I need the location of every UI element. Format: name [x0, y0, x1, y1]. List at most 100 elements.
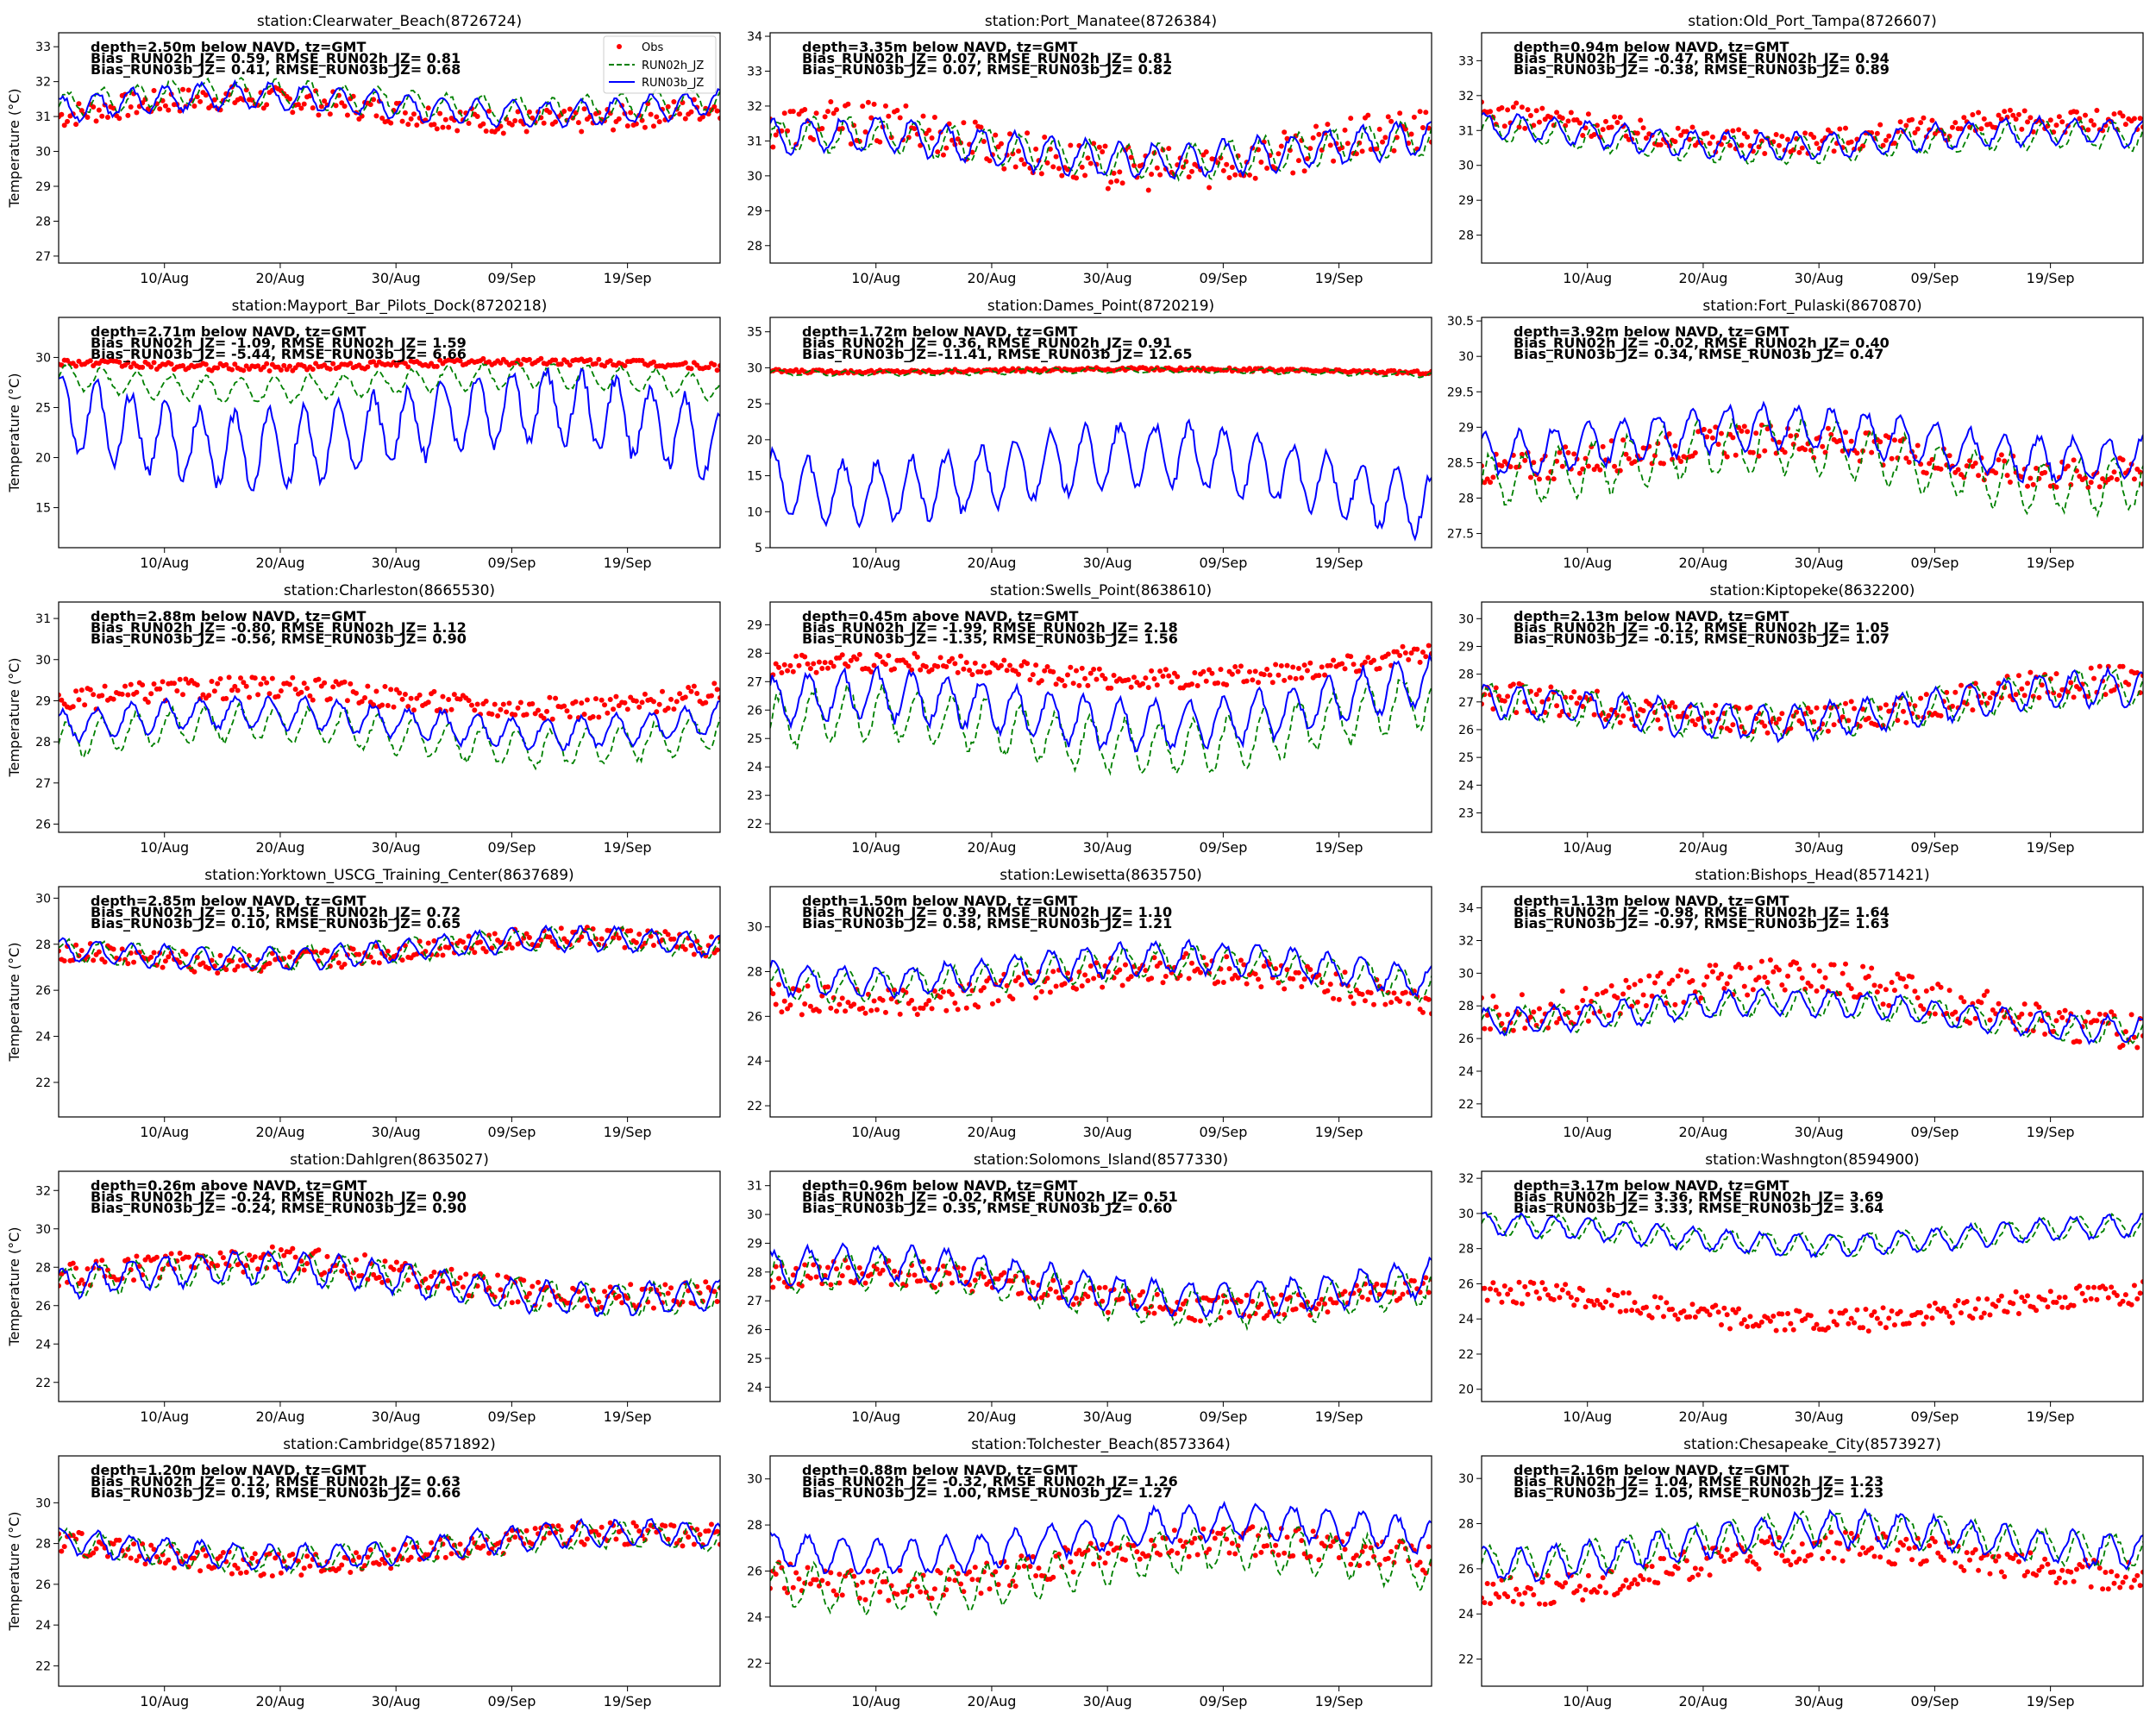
obs-point: [269, 675, 275, 681]
obs-point: [2091, 1284, 2097, 1290]
obs-point: [2036, 1567, 2042, 1573]
obs-point: [1258, 984, 1264, 990]
run02h-line: [59, 77, 720, 126]
obs-point: [1004, 982, 1010, 988]
obs-point: [1357, 1563, 1363, 1569]
obs-point: [1580, 1596, 1586, 1603]
obs-point: [411, 111, 417, 117]
subplot-title: station:Mayport_Bar_Pilots_Dock(8720218): [232, 298, 548, 315]
obs-point: [1189, 168, 1195, 174]
obs-point: [1388, 1548, 1395, 1554]
obs-point: [2062, 1007, 2068, 1013]
obs-point: [61, 1544, 67, 1550]
obs-point: [705, 365, 711, 371]
obs-point: [104, 115, 110, 121]
obs-point: [1563, 1580, 1569, 1586]
obs-point: [405, 704, 411, 710]
obs-point: [1958, 126, 1964, 132]
obs-point: [963, 1005, 969, 1011]
obs-point: [486, 108, 492, 114]
obs-point: [802, 1262, 808, 1268]
obs-point: [350, 1558, 356, 1564]
obs-point: [1269, 680, 1275, 686]
obs-point: [2114, 1573, 2120, 1579]
obs-point: [1420, 649, 1426, 656]
bias-run02h-annotation: Bias_RUN02h_JZ= 3.36, RMSE_RUN02h_JZ= 3.…: [1514, 1189, 1883, 1205]
x-tick-label: 09/Sep: [487, 1408, 536, 1425]
obs-point: [1938, 712, 1944, 718]
obs-point: [1519, 1601, 1525, 1607]
obs-point: [1235, 668, 1241, 674]
obs-point: [1952, 1560, 1959, 1566]
obs-point: [824, 665, 830, 671]
obs-point: [1068, 1559, 1074, 1565]
obs-point: [1284, 967, 1290, 973]
obs-point: [1689, 124, 1695, 130]
obs-point: [1527, 474, 1533, 480]
obs-point: [1488, 1601, 1494, 1607]
obs-point: [1006, 131, 1012, 137]
subplot-title: station:Yorktown_USCG_Training_Center(86…: [204, 867, 573, 884]
obs-point: [1134, 1549, 1140, 1555]
obs-point: [1730, 128, 1736, 134]
obs-point: [1580, 466, 1586, 472]
obs-point: [1788, 725, 1794, 731]
depth-annotation: depth=0.94m below NAVD, tz=GMT: [1514, 39, 1789, 55]
depth-annotation: depth=3.92m below NAVD, tz=GMT: [1514, 323, 1789, 340]
obs-point: [260, 1571, 266, 1578]
obs-point: [1273, 1542, 1279, 1548]
obs-point: [1745, 1558, 1751, 1564]
obs-point: [1664, 1000, 1670, 1007]
obs-point: [950, 1280, 956, 1286]
obs-point: [1374, 1281, 1380, 1287]
x-tick-label: 19/Sep: [1315, 1693, 1363, 1709]
obs-point: [1687, 136, 1693, 142]
obs-point: [824, 109, 830, 115]
run03b-line: [59, 78, 720, 129]
obs-point: [1258, 1549, 1264, 1555]
obs-point: [1501, 698, 1507, 704]
axes-frame: [769, 601, 1432, 833]
obs-point: [602, 702, 608, 708]
obs-point: [686, 1534, 692, 1540]
obs-point: [1068, 664, 1074, 670]
obs-point: [1505, 107, 1511, 113]
obs-point: [478, 939, 484, 945]
x-tick-label: 10/Aug: [1563, 1693, 1612, 1709]
obs-point: [1021, 1563, 1027, 1569]
obs-point: [1753, 430, 1759, 436]
obs-point: [2007, 107, 2013, 113]
obs-point: [1284, 1534, 1290, 1540]
obs-point: [2059, 1567, 2065, 1573]
obs-point: [538, 938, 544, 944]
obs-point: [950, 991, 956, 997]
obs-point: [425, 940, 431, 946]
obs-point: [1626, 984, 1632, 990]
obs-point: [567, 106, 573, 112]
obs-point: [217, 1250, 223, 1256]
obs-point: [322, 680, 328, 686]
obs-point: [1539, 699, 1545, 705]
obs-point: [128, 364, 134, 370]
obs-point: [1976, 1567, 1982, 1573]
obs-point: [877, 139, 883, 145]
obs-point: [816, 659, 822, 665]
obs-point: [811, 1262, 817, 1268]
obs-point: [1741, 130, 1747, 136]
obs-point: [457, 696, 463, 702]
subplot-title: station:Old_Port_Tampa(8726607): [1688, 13, 1937, 30]
obs-point: [1290, 664, 1296, 670]
obs-point: [2056, 693, 2062, 699]
obs-point: [1782, 449, 1788, 455]
obs-point: [2137, 116, 2143, 122]
y-tick-label: 29: [747, 618, 762, 632]
obs-point: [142, 1561, 148, 1567]
y-tick-label: 24: [1458, 779, 1474, 793]
obs-point: [200, 692, 206, 698]
obs-point: [987, 1586, 993, 1592]
obs-point: [1327, 982, 1333, 988]
obs-point: [1709, 435, 1715, 441]
obs-point: [1091, 666, 1097, 672]
obs-point: [1889, 455, 1895, 461]
obs-point: [2025, 681, 2031, 687]
